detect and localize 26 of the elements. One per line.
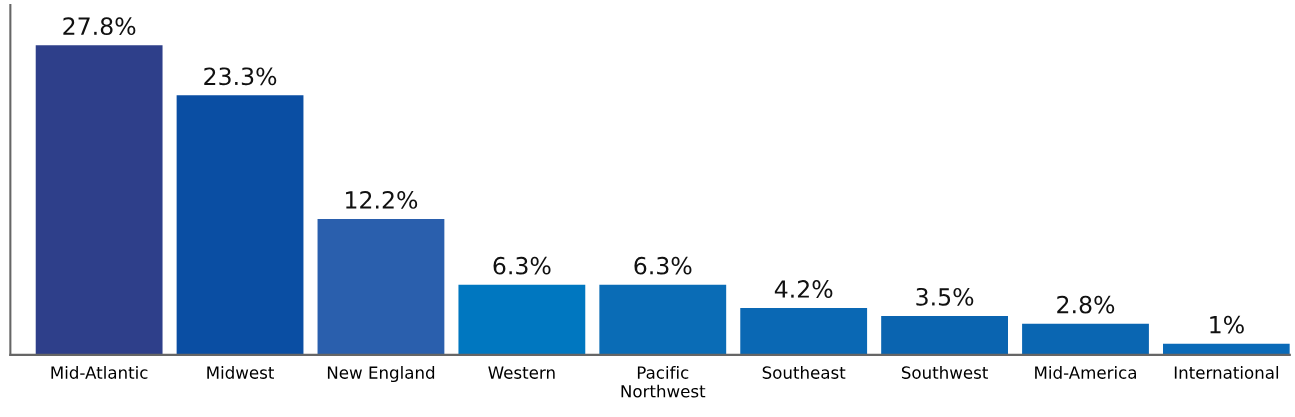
x-tick-label: Mid-America — [1035, 365, 1136, 379]
data-label: 12.2% — [346, 191, 418, 209]
data-label: 23.3% — [204, 67, 277, 86]
bar — [458, 284, 586, 355]
bar — [881, 315, 1008, 355]
data-label: 1% — [1210, 315, 1244, 334]
bar — [740, 308, 868, 355]
x-tick-label: Midwest — [207, 365, 274, 379]
data-label: 4.2% — [774, 280, 833, 298]
data-label: 27.8% — [63, 17, 136, 36]
data-label: 6.3% — [634, 256, 692, 275]
x-tick-label: Southwest — [901, 365, 988, 379]
data-label: 2.8% — [1057, 295, 1115, 314]
bar — [35, 45, 163, 355]
x-tick-label: Mid-Atlantic — [51, 365, 148, 379]
data-label: 3.5% — [916, 287, 974, 306]
x-tick-label: Western — [488, 366, 555, 379]
bar — [176, 95, 304, 355]
x-tick-label: Southeast — [762, 365, 846, 379]
x-tick-label: International — [1174, 365, 1279, 379]
x-tick-label: New England — [327, 365, 435, 383]
bar — [317, 218, 445, 355]
x-tick-label: Pacific Northwest — [621, 365, 706, 398]
bar — [1022, 323, 1149, 355]
data-label: 6.3% — [493, 256, 551, 275]
bar — [599, 284, 727, 355]
